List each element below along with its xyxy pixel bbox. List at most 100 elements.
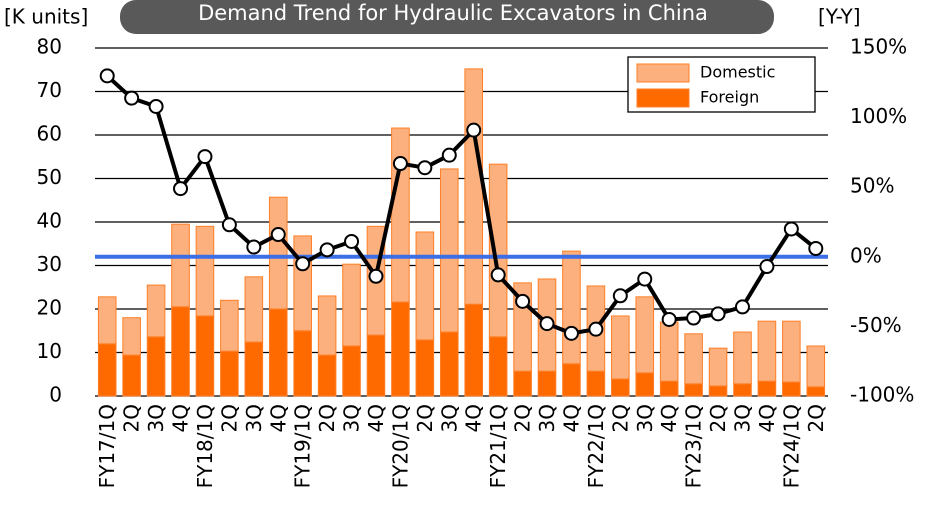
bar-segment: [782, 381, 801, 397]
bar-segment: [562, 363, 581, 397]
yoy-marker: [490, 267, 506, 283]
x-tick-label: 3Q: [242, 404, 266, 432]
bar-segment: [122, 317, 141, 356]
bar-segment: [537, 370, 557, 397]
legend-swatch: [636, 88, 690, 108]
bar-segment: [122, 354, 141, 397]
bar-segment: [611, 378, 630, 397]
y-tick-label: 0: [49, 383, 62, 407]
yoy-marker: [734, 299, 750, 315]
yoy-marker: [563, 325, 579, 341]
yoy-marker: [368, 268, 384, 284]
bar-segment: [195, 315, 215, 397]
bar-segment: [415, 339, 435, 397]
yoy-marker: [270, 227, 286, 243]
y-tick-label: 40: [37, 209, 62, 233]
bar-segment: [684, 383, 703, 397]
bar-segment: [293, 235, 312, 332]
x-tick-label: 3Q: [437, 404, 461, 432]
bar-segment: [586, 370, 606, 397]
x-tick-label: FY22/1Q: [584, 404, 608, 488]
bar-segment: [97, 296, 117, 345]
yoy-marker: [295, 256, 311, 272]
y2-tick-label: -50%: [850, 313, 902, 337]
yoy-marker: [99, 68, 115, 84]
x-tick-label: FY21/1Q: [486, 404, 510, 488]
x-tick-label: 4Q: [559, 404, 583, 432]
yoy-marker: [441, 147, 457, 163]
x-tick-label: FY19/1Q: [291, 404, 315, 488]
x-tick-label: FY18/1Q: [193, 404, 217, 488]
y2-tick-label: -100%: [850, 383, 914, 407]
y2-tick-label: 50%: [850, 174, 894, 198]
x-tick-label: 4Q: [657, 404, 681, 432]
bar-segment: [659, 380, 679, 397]
chart-title: Demand Trend for Hydraulic Excavators in…: [198, 1, 708, 25]
bar-segment: [635, 296, 655, 374]
y-tick-label: 20: [37, 296, 62, 320]
yoy-marker: [319, 242, 335, 258]
x-tick-label: 2Q: [217, 404, 241, 432]
yoy-marker: [637, 271, 653, 287]
bar-segment: [733, 383, 752, 397]
y2-tick-label: 150%: [850, 35, 907, 59]
bar-segment: [146, 284, 166, 338]
yoy-marker: [173, 181, 189, 197]
bar-segment: [415, 231, 435, 341]
bar-segment: [684, 333, 703, 385]
x-tick-label: 3Q: [535, 404, 559, 432]
yoy-marker: [466, 122, 482, 138]
bar-segment: [268, 196, 288, 310]
y-tick-label: 50: [37, 165, 62, 189]
bar-segment: [708, 347, 728, 387]
yoy-marker: [539, 316, 555, 332]
x-tick-label: 2Q: [413, 404, 437, 432]
x-tick-label: 4Q: [169, 404, 193, 432]
bar-segment: [97, 343, 117, 397]
yoy-marker: [148, 98, 164, 114]
bar-segment: [439, 168, 459, 333]
bar-segment: [342, 345, 361, 397]
bar-segment: [757, 320, 777, 382]
bar-segment: [635, 372, 655, 397]
bar-segment: [757, 380, 777, 397]
x-tick-label: FY17/1Q: [95, 404, 119, 488]
x-tick-label: 2Q: [804, 404, 828, 432]
x-tick-label: FY23/1Q: [682, 404, 706, 488]
bar-segment: [659, 321, 679, 382]
bar-segment: [513, 370, 532, 397]
bar-segment: [244, 341, 264, 397]
yoy-marker: [246, 239, 262, 255]
legend-swatch: [636, 63, 690, 83]
bar-segment: [293, 330, 312, 397]
y2-tick-label: 100%: [850, 104, 907, 128]
bar-segment: [391, 127, 410, 303]
x-tick-label: 3Q: [730, 404, 754, 432]
bar-segment: [317, 354, 337, 397]
bar-segment: [708, 385, 728, 397]
y-tick-label: 10: [37, 339, 62, 363]
bar-segment: [366, 334, 386, 397]
y-axis-label: [K units]: [4, 5, 88, 29]
yoy-marker: [197, 149, 213, 165]
yoy-marker: [686, 310, 702, 326]
bar-segment: [268, 308, 288, 397]
bar-segment: [806, 386, 826, 397]
x-tick-label: 4Q: [266, 404, 290, 432]
y2-axis-label: [Y-Y]: [818, 5, 861, 29]
bar-segment: [488, 336, 508, 397]
bar-segment: [220, 350, 239, 397]
legend: Domestic Foreign: [627, 56, 816, 113]
yoy-marker: [808, 240, 824, 256]
yoy-marker: [661, 311, 677, 327]
legend-label: Foreign: [700, 88, 759, 107]
yoy-marker: [344, 233, 360, 249]
yoy-marker: [221, 217, 237, 233]
x-tick-label: 4Q: [364, 404, 388, 432]
y2-tick-label: 0%: [850, 243, 882, 267]
grid: [95, 47, 828, 397]
yoy-marker: [588, 321, 604, 337]
yoy-marker: [515, 293, 531, 309]
bar-segment: [733, 331, 752, 385]
